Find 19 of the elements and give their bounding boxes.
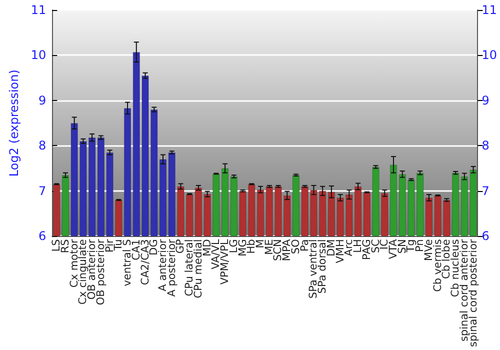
y-tick-label: 10 (30, 48, 46, 62)
y-tick-label: 7 (38, 184, 46, 198)
y2-tick-label: 9 (482, 93, 490, 108)
y2-tick-label: 11 (482, 3, 498, 17)
x-tick-label: OB posterior (94, 238, 107, 306)
x-tick-label: Tg (405, 239, 418, 254)
y2-tick-label: 6 (482, 229, 490, 244)
y2-tick-label: 10 (482, 48, 498, 62)
y-axis-title: Log2 (expression) (7, 70, 21, 177)
x-tick-label: RS (59, 238, 72, 254)
x-tick-label: A posterior (166, 238, 178, 297)
y2-tick-label: 8 (482, 138, 490, 153)
y-tick-label: 9 (38, 93, 46, 108)
y-tick-label: 8 (38, 138, 46, 153)
y-tick-label: 11 (30, 3, 46, 17)
y2-tick-label: 7 (482, 184, 490, 198)
x-tick-label: spinal cord posterior (467, 238, 480, 348)
x-tick-label: MVe (422, 239, 435, 262)
y-tick-label: 6 (38, 229, 46, 244)
